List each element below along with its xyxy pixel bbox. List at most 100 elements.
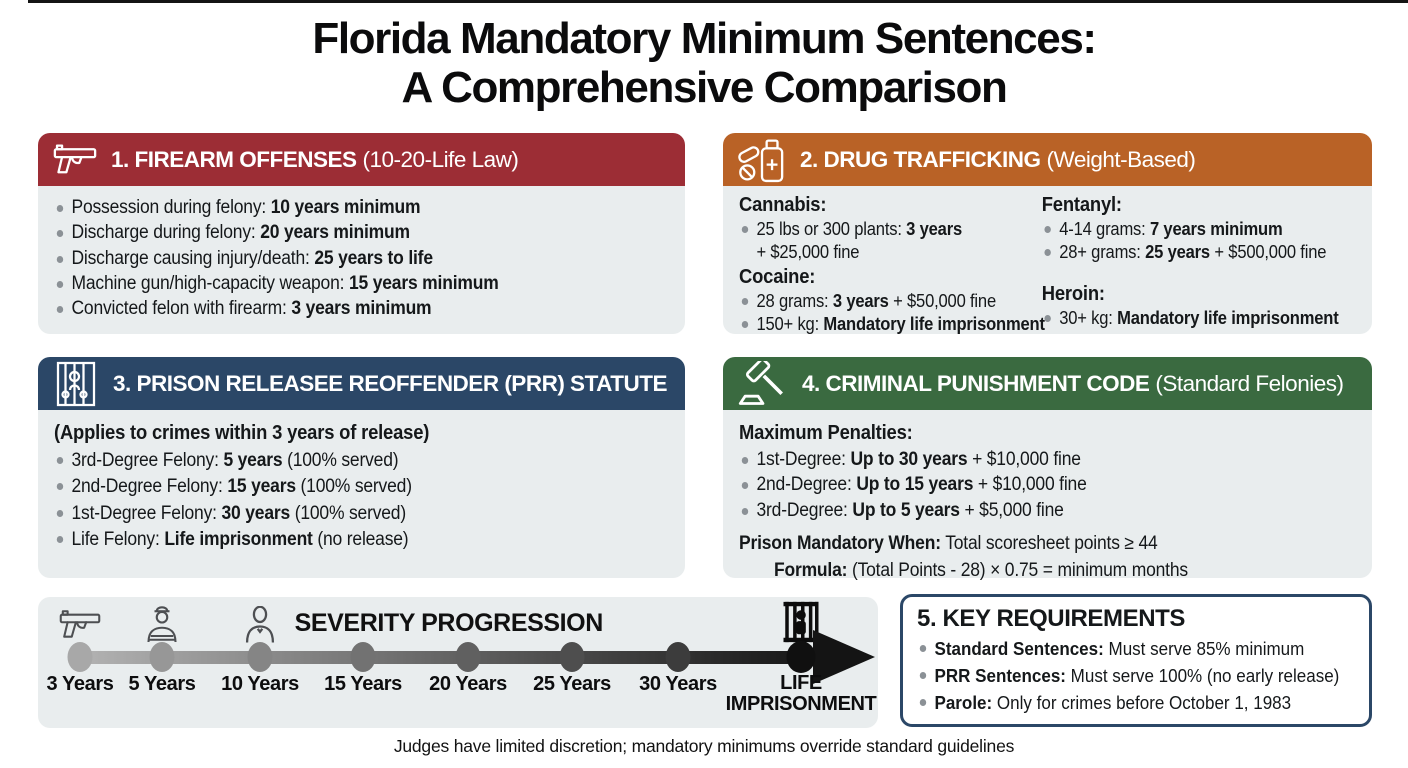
cpc-bullet: 3rd-Degree: Up to 5 years + $5,000 fine bbox=[739, 499, 1357, 523]
panel-firearm-title: 1. FIREARM OFFENSES (10-20-Life Law) bbox=[111, 146, 519, 173]
panel-drug-trafficking: 2. DRUG TRAFFICKING (Weight-Based) Cannab… bbox=[723, 133, 1372, 334]
panel-prr-header: 3. PRISON RELEASEE REOFFENDER (PRR) STAT… bbox=[38, 357, 685, 410]
timeline-label-life-imprisonment: LIFE IMPRISONMENT bbox=[725, 672, 877, 715]
bullet-dot bbox=[56, 230, 64, 238]
timeline-label: 15 Years bbox=[324, 673, 402, 695]
timeline-label: 20 Years bbox=[429, 673, 507, 695]
key-requirement-bullet: Standard Sentences: Must serve 85% minim… bbox=[917, 636, 1355, 662]
timeline-label: 25 Years bbox=[533, 673, 611, 695]
panel-drug-body: Cannabis: 25 lbs or 300 plants: 3 years … bbox=[723, 186, 1372, 334]
cpc-note-prison-mandatory: Prison Mandatory When: Total scoresheet … bbox=[739, 532, 1158, 554]
bullet-dot bbox=[56, 205, 64, 212]
timeline-dot bbox=[786, 641, 816, 673]
panel-title-bold: 3. PRISON RELEASEE REOFFENDER (PRR) STAT… bbox=[113, 370, 667, 396]
timeline-label: 3 Years bbox=[46, 673, 114, 695]
panel-cpc-body: Maximum Penalties: 1st-Degree: Up to 30 … bbox=[723, 410, 1372, 581]
panel-title-subtitle: (Standard Felonies) bbox=[1155, 370, 1344, 396]
bullet-dot bbox=[56, 306, 64, 314]
bullet-dot bbox=[56, 457, 64, 464]
prisoner-icon bbox=[144, 604, 180, 649]
panel-prr-body: (Applies to crimes within 3 years of rel… bbox=[38, 410, 685, 578]
bullet-dot bbox=[741, 320, 749, 328]
timeline-dot bbox=[149, 642, 175, 672]
footer-note: Judges have limited discretion; mandator… bbox=[393, 736, 1015, 756]
panel-firearm-offenses: 1. FIREARM OFFENSES (10-20-Life Law) Poss… bbox=[38, 133, 685, 334]
firearm-bullet: Convicted felon with firearm: 3 years mi… bbox=[54, 297, 670, 321]
firearm-bullet: Machine gun/high-capacity weapon: 15 yea… bbox=[54, 272, 670, 296]
timeline-line bbox=[78, 651, 815, 664]
panel-drug-header: 2. DRUG TRAFFICKING (Weight-Based) bbox=[723, 133, 1372, 186]
panel-title-subtitle: (Weight-Based) bbox=[1046, 146, 1196, 172]
drug-column-left: Cannabis: 25 lbs or 300 plants: 3 years … bbox=[739, 192, 1045, 337]
panel-title-bold: 4. CRIMINAL PUNISHMENT CODE bbox=[802, 370, 1150, 396]
bullet-dot bbox=[1044, 248, 1051, 256]
person-icon bbox=[243, 605, 277, 649]
drug-group-heading: Heroin: bbox=[1041, 282, 1105, 305]
drug-column-right: Fentanyl: 4-14 grams: 7 years minimum 28… bbox=[1042, 192, 1357, 337]
prr-intro: (Applies to crimes within 3 years of rel… bbox=[54, 422, 430, 444]
bullet-dot bbox=[1044, 226, 1051, 233]
panel-title-bold: 2. DRUG TRAFFICKING bbox=[800, 146, 1041, 172]
panel-firearm-body: Possession during felony: 10 years minim… bbox=[38, 186, 685, 334]
drug-bullet: 28+ grams: 25 years + $500,000 fine bbox=[1042, 242, 1357, 264]
drug-bullet: 150+ kg: Mandatory life imprisonment bbox=[739, 314, 1045, 336]
timeline-dot bbox=[665, 642, 691, 672]
cpc-note-formula: Formula: (Total Points - 28) × 0.75 = mi… bbox=[773, 559, 1188, 581]
bullet-dot bbox=[919, 698, 927, 706]
drug-bullet: 28 grams: 3 years + $50,000 fine bbox=[739, 291, 1042, 313]
bullet-dot bbox=[56, 509, 64, 517]
firearm-bullet: Discharge during felony: 20 years minimu… bbox=[54, 221, 670, 245]
timeline-dot bbox=[247, 642, 273, 672]
drug-group-heading: Cocaine: bbox=[739, 265, 816, 288]
bullet-dot bbox=[741, 297, 749, 305]
timeline-arrow bbox=[813, 630, 875, 684]
bullet-dot bbox=[56, 483, 64, 491]
drug-group-heading: Fentanyl: bbox=[1041, 194, 1122, 216]
page-title-line1: Florida Mandatory Minimum Sentences: bbox=[312, 14, 1097, 63]
bullet-dot bbox=[919, 671, 927, 679]
bullet-dot bbox=[1044, 314, 1051, 322]
timeline-label: 5 Years bbox=[128, 673, 196, 695]
drug-bullet: 25 lbs or 300 plants: 3 years bbox=[739, 219, 1042, 241]
bullet-dot bbox=[741, 482, 749, 490]
panel-prr-statute: 3. PRISON RELEASEE REOFFENDER (PRR) STAT… bbox=[38, 357, 685, 578]
panel-key-requirements: 5. KEY REQUIREMENTS Standard Sentences: … bbox=[900, 594, 1372, 727]
bullet-dot bbox=[56, 255, 64, 263]
bullet-dot bbox=[919, 645, 927, 652]
key-requirements-title: 5. KEY REQUIREMENTS bbox=[917, 605, 1186, 632]
prr-bullet: 3rd-Degree Felony: 5 years (100% served) bbox=[54, 448, 670, 473]
prr-bullet: 1st-Degree Felony: 30 years (100% served… bbox=[54, 501, 670, 526]
gavel-icon bbox=[737, 360, 789, 407]
severity-progression-panel: SEVERITY PROGRESSION 3 Years 5 Years 10 … bbox=[38, 597, 878, 728]
bullet-dot bbox=[56, 280, 64, 288]
prr-bullet: 2nd-Degree Felony: 15 years (100% served… bbox=[54, 474, 670, 499]
drug-bullet-continuation: + $25,000 fine bbox=[756, 241, 860, 262]
prison-bars-icon bbox=[52, 360, 100, 408]
cpc-bullet: 2nd-Degree: Up to 15 years + $10,000 fin… bbox=[739, 473, 1357, 497]
timeline-dot bbox=[67, 642, 93, 672]
panel-title-subtitle: (10-20-Life Law) bbox=[362, 146, 519, 172]
panel-drug-title: 2. DRUG TRAFFICKING (Weight-Based) bbox=[800, 146, 1196, 173]
page-title-line2: A Comprehensive Comparison bbox=[401, 63, 1008, 113]
top-edge-line bbox=[28, 0, 1408, 3]
jail-icon bbox=[780, 600, 822, 649]
drug-bullet: 4-14 grams: 7 years minimum bbox=[1042, 219, 1357, 241]
timeline-title: SEVERITY PROGRESSION bbox=[294, 609, 604, 637]
bullet-dot bbox=[741, 507, 749, 515]
cpc-intro: Maximum Penalties: bbox=[739, 422, 913, 444]
pistol-icon bbox=[58, 609, 102, 646]
pills-bottle-icon bbox=[737, 136, 787, 184]
timeline-dot bbox=[559, 642, 585, 672]
drug-group-heading: Cannabis: bbox=[739, 194, 827, 216]
timeline-label: 30 Years bbox=[639, 673, 717, 695]
firearm-bullet: Possession during felony: 10 years minim… bbox=[54, 196, 670, 220]
bullet-dot bbox=[741, 457, 749, 464]
bullet-dot bbox=[56, 535, 64, 543]
bullet-dot bbox=[741, 226, 749, 233]
firearm-bullet: Discharge causing injury/death: 25 years… bbox=[54, 247, 670, 271]
prr-bullet: Life Felony: Life imprisonment (no relea… bbox=[54, 527, 670, 552]
cpc-bullet: 1st-Degree: Up to 30 years + $10,000 fin… bbox=[739, 448, 1357, 472]
page-title: Florida Mandatory Minimum Sentences: A C… bbox=[0, 14, 1408, 113]
panel-criminal-punishment-code: 4. CRIMINAL PUNISHMENT CODE (Standard Fel… bbox=[723, 357, 1372, 581]
panel-prr-title: 3. PRISON RELEASEE REOFFENDER (PRR) STAT… bbox=[113, 371, 673, 397]
